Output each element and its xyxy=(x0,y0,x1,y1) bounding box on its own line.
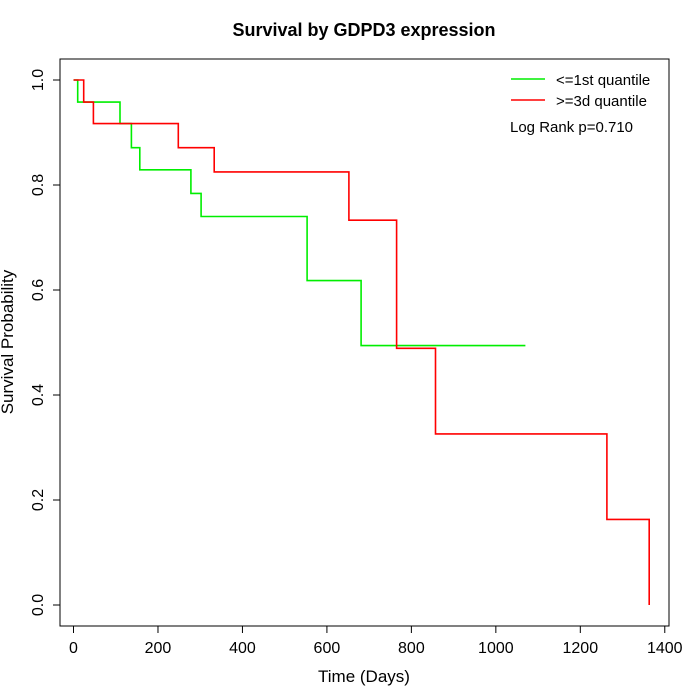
x-axis: 0 200 400 600 800 1000 1200 1400 xyxy=(69,625,683,657)
y-tick-label: 0.8 xyxy=(30,174,47,196)
y-tick-label: 0.6 xyxy=(30,279,47,301)
y-tick-label: 0.2 xyxy=(30,489,47,511)
y-tick-label: 0.0 xyxy=(30,594,47,616)
legend: <=1st quantile >=3d quantile xyxy=(511,72,650,110)
y-tick-label: 1.0 xyxy=(30,69,47,91)
x-tick-label: 200 xyxy=(145,640,172,657)
y-axis-label: Survival Probability xyxy=(0,269,17,414)
x-axis-label: Time (Days) xyxy=(318,667,410,686)
legend-label-low: <=1st quantile xyxy=(556,72,650,89)
series-line-high-quantile xyxy=(73,79,651,605)
x-tick-label: 0 xyxy=(69,640,78,657)
legend-label-high: >=3d quantile xyxy=(556,93,647,110)
series-line-low-quantile xyxy=(73,79,526,347)
x-tick-label: 1400 xyxy=(647,640,683,657)
series-layer xyxy=(73,79,651,605)
chart-title: Survival by GDPD3 expression xyxy=(232,20,495,40)
x-tick-label: 1200 xyxy=(563,640,599,657)
y-tick-label: 0.4 xyxy=(30,384,47,406)
log-rank-annotation: Log Rank p=0.710 xyxy=(510,119,633,136)
plot-frame xyxy=(59,58,670,627)
x-tick-label: 400 xyxy=(229,640,256,657)
x-tick-label: 1000 xyxy=(478,640,514,657)
x-tick-label: 600 xyxy=(314,640,341,657)
y-axis: 0.0 0.2 0.4 0.6 0.8 1.0 xyxy=(30,69,61,616)
x-tick-label: 800 xyxy=(398,640,425,657)
